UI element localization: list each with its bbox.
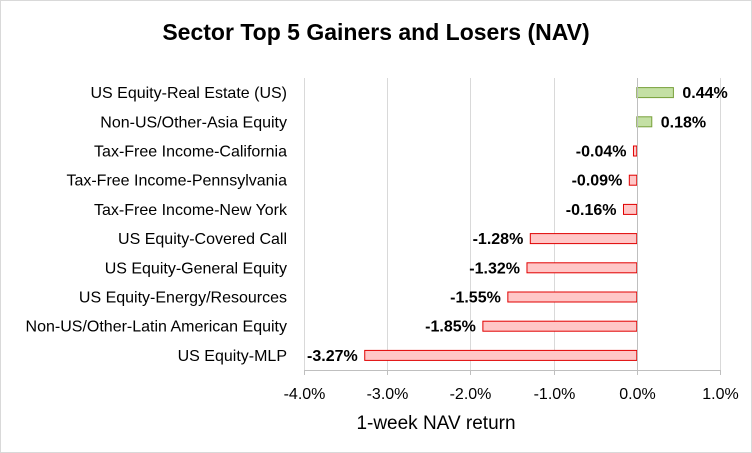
- category-label: US Equity-Energy/Resources: [79, 290, 287, 307]
- bar: [364, 349, 638, 361]
- category-label: Tax-Free Income-Pennsylvania: [66, 173, 287, 190]
- data-label: -1.28%: [473, 231, 524, 248]
- category-label: US Equity-Real Estate (US): [90, 85, 287, 102]
- data-label: -0.09%: [572, 173, 623, 190]
- x-tick-label: 1.0%: [702, 386, 738, 403]
- bar: [507, 291, 638, 303]
- category-label: US Equity-MLP: [178, 348, 287, 365]
- data-label: 0.44%: [682, 85, 727, 102]
- category-label: US Equity-Covered Call: [118, 231, 287, 248]
- x-tick-label: -2.0%: [450, 386, 492, 403]
- bar: [526, 262, 638, 274]
- data-label: -1.55%: [450, 290, 501, 307]
- bar: [632, 145, 638, 157]
- category-label: Non-US/Other-Latin American Equity: [26, 319, 287, 336]
- x-tick-label: -1.0%: [534, 386, 576, 403]
- data-label: -1.85%: [425, 319, 476, 336]
- category-label: US Equity-General Equity: [105, 260, 287, 277]
- bar: [529, 233, 638, 245]
- category-label: Non-US/Other-Asia Equity: [100, 114, 287, 131]
- chart-title: Sector Top 5 Gainers and Losers (NAV): [162, 19, 590, 45]
- bar: [628, 174, 638, 186]
- bar: [482, 320, 638, 332]
- category-label: Tax-Free Income-California: [94, 144, 287, 161]
- category-label: Tax-Free Income-New York: [94, 202, 288, 219]
- x-tick-label: -4.0%: [284, 386, 326, 403]
- x-tick-label: -3.0%: [367, 386, 409, 403]
- data-label: -0.04%: [576, 144, 627, 161]
- x-tick-label: 0.0%: [619, 386, 655, 403]
- data-label: -0.16%: [566, 202, 617, 219]
- data-label: 0.18%: [661, 114, 706, 131]
- bar: [636, 116, 653, 128]
- bar: [622, 203, 638, 215]
- data-label: -3.27%: [307, 348, 358, 365]
- data-label: -1.32%: [469, 260, 520, 277]
- x-axis-label: 1-week NAV return: [356, 413, 516, 434]
- bar: [636, 87, 674, 99]
